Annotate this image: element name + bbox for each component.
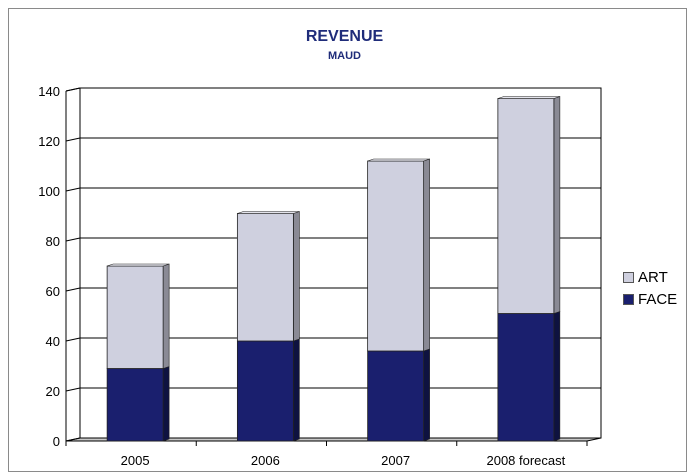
legend: ART FACE bbox=[623, 266, 677, 310]
bar-side bbox=[162, 366, 170, 442]
bar-face-3 bbox=[497, 313, 555, 442]
bar-side bbox=[162, 263, 170, 369]
y-tick-label: 40 bbox=[46, 334, 60, 349]
bar-art-3 bbox=[497, 98, 555, 314]
y-tick-label: 20 bbox=[46, 384, 60, 399]
legend-label: ART bbox=[638, 268, 668, 286]
bar-top bbox=[367, 158, 430, 162]
bar-side bbox=[293, 211, 300, 342]
y-tick-mark bbox=[65, 437, 81, 442]
bar-art-2 bbox=[367, 160, 425, 352]
y-tick-label: 100 bbox=[38, 184, 60, 199]
chart-title: REVENUE bbox=[305, 28, 384, 45]
x-tick-label: 2005 bbox=[121, 453, 150, 468]
bar-side bbox=[423, 348, 430, 442]
bar-side bbox=[553, 96, 561, 314]
legend-item-art: ART bbox=[623, 266, 677, 288]
bar-art-0 bbox=[106, 265, 164, 369]
bar-face-1 bbox=[236, 340, 294, 442]
y-tick-label: 80 bbox=[46, 234, 60, 249]
y-tick-mark bbox=[65, 337, 81, 342]
y-tick-mark bbox=[65, 287, 81, 292]
y-tick-mark bbox=[65, 137, 81, 142]
y-tick-label: 120 bbox=[38, 134, 60, 149]
bar-top bbox=[497, 96, 560, 99]
bar-side bbox=[423, 158, 430, 352]
y-tick-mark bbox=[65, 187, 81, 192]
bar-art-1 bbox=[236, 213, 294, 342]
chart-subtitle: MAUD bbox=[328, 50, 361, 62]
bar-face-2 bbox=[367, 350, 425, 442]
legend-swatch bbox=[623, 293, 634, 305]
y-tick-label: 140 bbox=[38, 84, 60, 99]
legend-item-face: FACE bbox=[623, 288, 677, 310]
y-tick-label: 60 bbox=[46, 284, 60, 299]
x-tick-label: 2007 bbox=[381, 453, 410, 468]
legend-swatch bbox=[623, 271, 634, 283]
bar-side bbox=[553, 311, 561, 442]
bar-side bbox=[293, 338, 300, 442]
x-tick-label: 2008 forecast bbox=[486, 453, 565, 468]
bar-top bbox=[107, 263, 170, 267]
y-tick-mark bbox=[65, 387, 81, 392]
y-tick-mark bbox=[65, 237, 81, 242]
legend-label: FACE bbox=[638, 290, 678, 308]
y-tick-label: 0 bbox=[53, 434, 60, 449]
x-tick-label: 2006 bbox=[251, 453, 280, 468]
bar-face-0 bbox=[106, 368, 164, 442]
bar-top bbox=[237, 211, 300, 214]
